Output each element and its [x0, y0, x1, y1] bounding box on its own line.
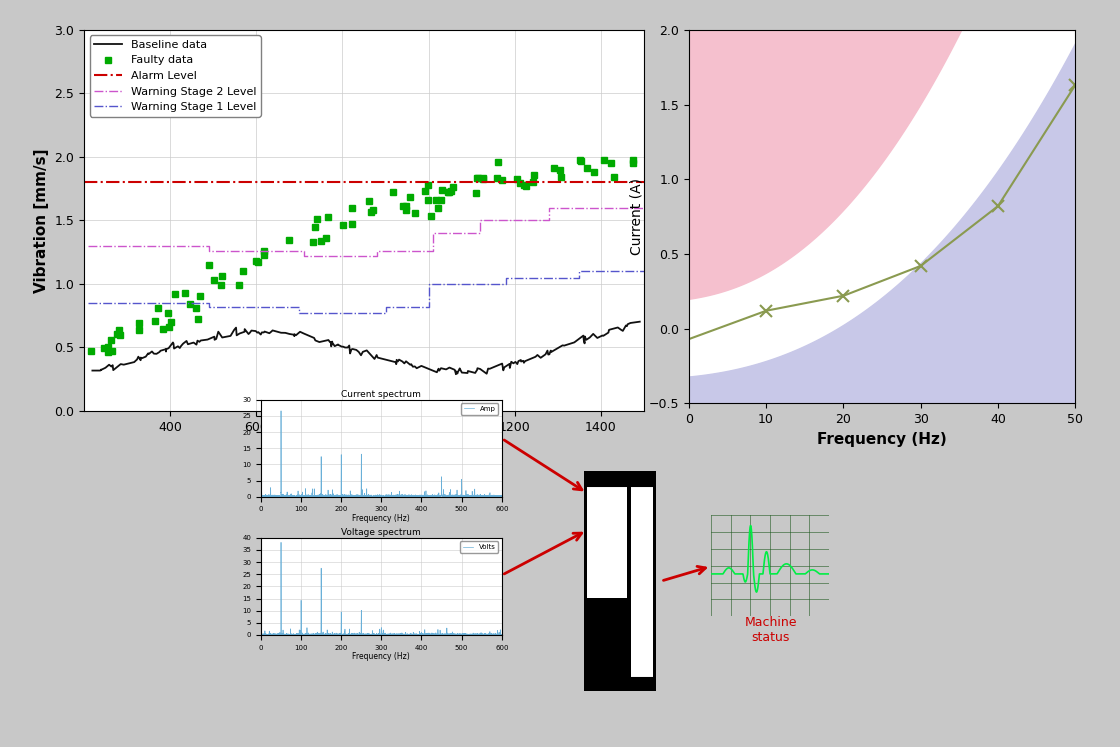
X-axis label: Speed [rpm]: Speed [rpm] [310, 439, 418, 454]
Warning Stage 2 Level [203, 241, 216, 250]
Warning Stage 2 Level [297, 247, 310, 255]
Legend: Amp: Amp [461, 403, 498, 415]
Baseline data [603, 326, 616, 335]
Warning Stage 1 Level [203, 303, 216, 311]
Bar [591, 675, 616, 689]
Alarm Level [0, 178, 4, 187]
X-axis label: Frequency (Hz): Frequency (Hz) [353, 652, 410, 661]
Faulty data [520, 182, 533, 190]
Warning Stage 2 Level [427, 247, 440, 255]
Warning Stage 1 Level [82, 299, 95, 308]
Warning Stage 1 Level [379, 303, 392, 311]
Line: Warning Stage 1 Level: Warning Stage 1 Level [88, 271, 644, 313]
Warning Stage 2 Level [371, 252, 384, 261]
Legend: Baseline data, Faulty data, Alarm Level, Warning Stage 2 Level, Warning Stage 1 : Baseline data, Faulty data, Alarm Level,… [90, 35, 261, 117]
X-axis label: Frequency (Hz): Frequency (Hz) [818, 432, 946, 447]
Faulty data [102, 348, 115, 357]
Bar [587, 486, 627, 598]
Line: Baseline data: Baseline data [92, 322, 640, 374]
Warning Stage 2 Level [542, 216, 556, 225]
Warning Stage 1 Level [500, 273, 513, 282]
FancyArrowPatch shape [504, 533, 581, 574]
Warning Stage 2 Level [427, 229, 440, 238]
Line: Faulty data: Faulty data [88, 157, 636, 356]
Baseline data [180, 336, 194, 345]
Warning Stage 2 Level [474, 216, 487, 225]
Baseline data [85, 366, 99, 375]
Warning Stage 2 Level [371, 247, 384, 255]
Warning Stage 1 Level [500, 279, 513, 288]
Text: Machine
status: Machine status [745, 616, 796, 644]
Faulty data [528, 170, 541, 179]
Faulty data [156, 325, 169, 334]
FancyBboxPatch shape [584, 471, 656, 691]
Warning Stage 1 Level [422, 303, 436, 311]
Faulty data [605, 158, 618, 167]
FancyArrowPatch shape [663, 566, 706, 580]
Warning Stage 1 Level [572, 267, 586, 276]
Faulty data [626, 155, 640, 164]
Baseline data [633, 317, 646, 326]
Faulty data [236, 267, 250, 276]
Title: Voltage spectrum: Voltage spectrum [342, 528, 421, 537]
Warning Stage 1 Level [379, 309, 392, 317]
Warning Stage 2 Level [542, 203, 556, 212]
Baseline data [579, 335, 592, 344]
Warning Stage 2 Level [637, 203, 651, 212]
Warning Stage 1 Level [203, 299, 216, 308]
FancyArrowPatch shape [504, 440, 582, 490]
Bar [631, 486, 653, 678]
Faulty data [85, 346, 99, 355]
Legend: Volts: Volts [460, 542, 498, 553]
Warning Stage 1 Level [637, 267, 651, 276]
Line: Warning Stage 2 Level: Warning Stage 2 Level [88, 208, 644, 256]
Baseline data [106, 365, 120, 374]
Warning Stage 2 Level [297, 252, 310, 261]
Warning Stage 1 Level [292, 303, 306, 311]
Baseline data [230, 331, 243, 340]
Warning Stage 2 Level [203, 247, 216, 255]
Warning Stage 1 Level [572, 273, 586, 282]
Title: Current spectrum: Current spectrum [342, 390, 421, 399]
Warning Stage 1 Level [292, 309, 306, 317]
Faulty data [446, 183, 459, 192]
Warning Stage 2 Level [474, 229, 487, 238]
Baseline data [129, 356, 142, 365]
Alarm Level [0, 178, 4, 187]
X-axis label: Frequency (Hz): Frequency (Hz) [353, 514, 410, 523]
Y-axis label: Vibration [mm/s]: Vibration [mm/s] [34, 148, 49, 293]
Warning Stage 2 Level [82, 241, 95, 250]
Warning Stage 1 Level [422, 279, 436, 288]
Baseline data [449, 370, 463, 379]
Y-axis label: Current (A): Current (A) [629, 178, 643, 255]
